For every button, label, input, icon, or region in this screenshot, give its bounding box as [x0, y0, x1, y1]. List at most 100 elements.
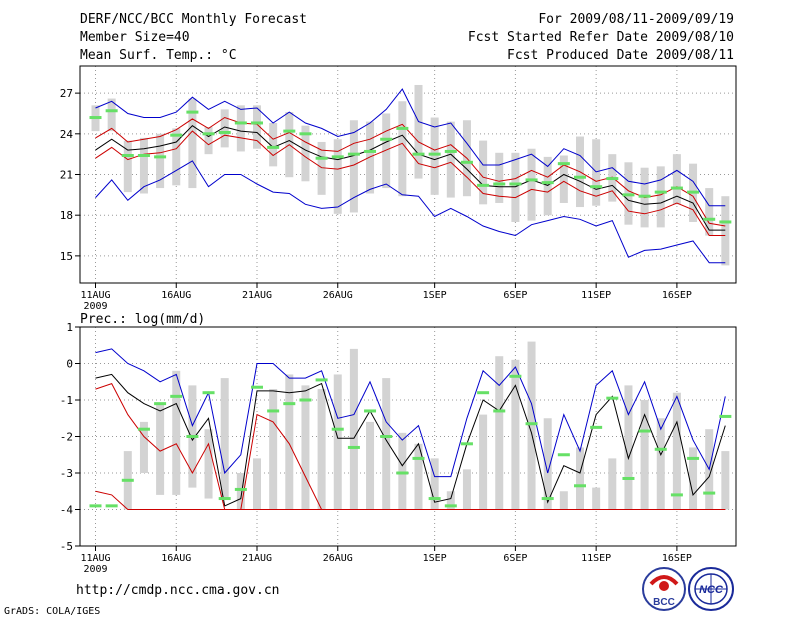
prec-mark [234, 487, 247, 491]
prec-mark [105, 504, 118, 508]
prec-xtick-label: 16AUG [161, 553, 191, 564]
temp-mark [428, 152, 441, 156]
prec-mark [283, 402, 296, 406]
prec-mark [331, 427, 344, 431]
temp-mark [622, 193, 635, 197]
prec-box [527, 341, 536, 510]
prec-mark [412, 456, 425, 460]
grads-credit: GrADS: COLA/IGES [4, 606, 101, 617]
temp-box [236, 105, 245, 152]
temp-xtick-label: 11SEP [581, 290, 611, 301]
bcc-logo-text: BCC [653, 597, 675, 608]
temp-line-p90 [95, 116, 726, 227]
prec-mark [493, 409, 506, 413]
precip-panel-title: Prec.: log(mm/d) [80, 312, 206, 327]
prec-mark [719, 414, 732, 418]
temp-mark [719, 220, 732, 224]
temp-mark [105, 109, 118, 113]
temp-mark [234, 121, 247, 125]
prec-ytick-label: 1 [66, 321, 73, 334]
prec-box [689, 447, 698, 510]
temp-box [172, 128, 181, 186]
prec-line-p10 [95, 490, 726, 510]
temp-mark [460, 160, 473, 164]
member-size: Member Size=40 [80, 30, 190, 45]
temp-mark [509, 182, 522, 186]
temp-mark [574, 175, 586, 179]
prec-mark [574, 484, 586, 488]
temp-box [592, 139, 601, 206]
temp-xtick-label: 21AUG [242, 290, 272, 301]
prec-mark [364, 409, 377, 413]
prec-xtick-label: 11AUG [80, 553, 110, 564]
prec-mark [154, 402, 167, 406]
temp-box [204, 127, 213, 155]
temp-mark [557, 162, 570, 166]
temp-box [705, 188, 714, 236]
prec-xtick-label: 1SEP [423, 553, 447, 564]
temp-mark [670, 186, 683, 190]
temp-mark [218, 130, 231, 134]
prec-box [285, 374, 294, 510]
prec-box [317, 389, 326, 510]
prec-mark [170, 394, 183, 398]
prec-frame [79, 326, 737, 547]
prec-box [269, 389, 278, 510]
temp-mark [606, 177, 619, 181]
temp-ytick-label: 21 [60, 169, 73, 182]
prec-box [333, 374, 342, 510]
prec-mark [186, 435, 199, 438]
prec-box [398, 432, 407, 510]
prec-xtick-year: 2009 [83, 564, 107, 575]
temp-box [527, 148, 536, 221]
temp-mark [412, 152, 425, 156]
prec-ytick-label: -2 [60, 431, 73, 444]
prec-box [301, 385, 310, 510]
temp-box [139, 137, 148, 194]
prec-mark [654, 447, 667, 451]
temp-line-p10 [95, 130, 726, 236]
temp-line-min [95, 160, 726, 264]
temp-box [366, 121, 375, 194]
prec-box [204, 429, 213, 499]
prec-mark [638, 429, 651, 433]
temp-box [349, 120, 358, 213]
prec-xtick-label: 6SEP [503, 553, 527, 564]
prec-box [253, 458, 261, 510]
temp-xtick-year: 2009 [83, 301, 107, 312]
forecast-produced-date: Fcst Produced Date 2009/08/11 [507, 48, 734, 63]
prec-mark [137, 427, 150, 431]
temp-mark [493, 182, 506, 186]
prec-box [366, 421, 375, 510]
temp-mark [380, 137, 393, 141]
prec-box [624, 385, 633, 510]
prec-ytick-label: -3 [60, 467, 73, 480]
temp-box [479, 140, 488, 205]
temp-mark [396, 126, 409, 130]
temp-box [398, 101, 407, 197]
temp-mark [541, 181, 554, 185]
temp-xtick-label: 16SEP [662, 290, 692, 301]
temp-xtick-label: 11AUG [80, 290, 110, 301]
temp-mark [331, 155, 344, 159]
ncc-logo-text: NCC [699, 584, 724, 596]
prec-mark [525, 422, 538, 426]
temp-mark [364, 149, 377, 153]
prec-ytick-label: -4 [60, 504, 74, 517]
temp-box [672, 154, 681, 205]
prec-box [479, 414, 488, 510]
temp-xtick-label: 1SEP [423, 290, 447, 301]
prec-mark [315, 378, 328, 382]
temp-box [543, 156, 552, 216]
chart-title: DERF/NCC/BCC Monthly Forecast [80, 12, 307, 27]
temp-ytick-label: 18 [60, 209, 73, 222]
prec-box [721, 451, 730, 510]
prec-mark [687, 456, 700, 460]
temp-box [414, 84, 423, 179]
temp-box [317, 141, 326, 195]
temp-box [721, 196, 730, 266]
source-url[interactable]: http://cmdp.ncc.cma.gov.cn [76, 583, 280, 598]
prec-box [543, 418, 552, 510]
temp-ytick-label: 15 [60, 250, 73, 263]
